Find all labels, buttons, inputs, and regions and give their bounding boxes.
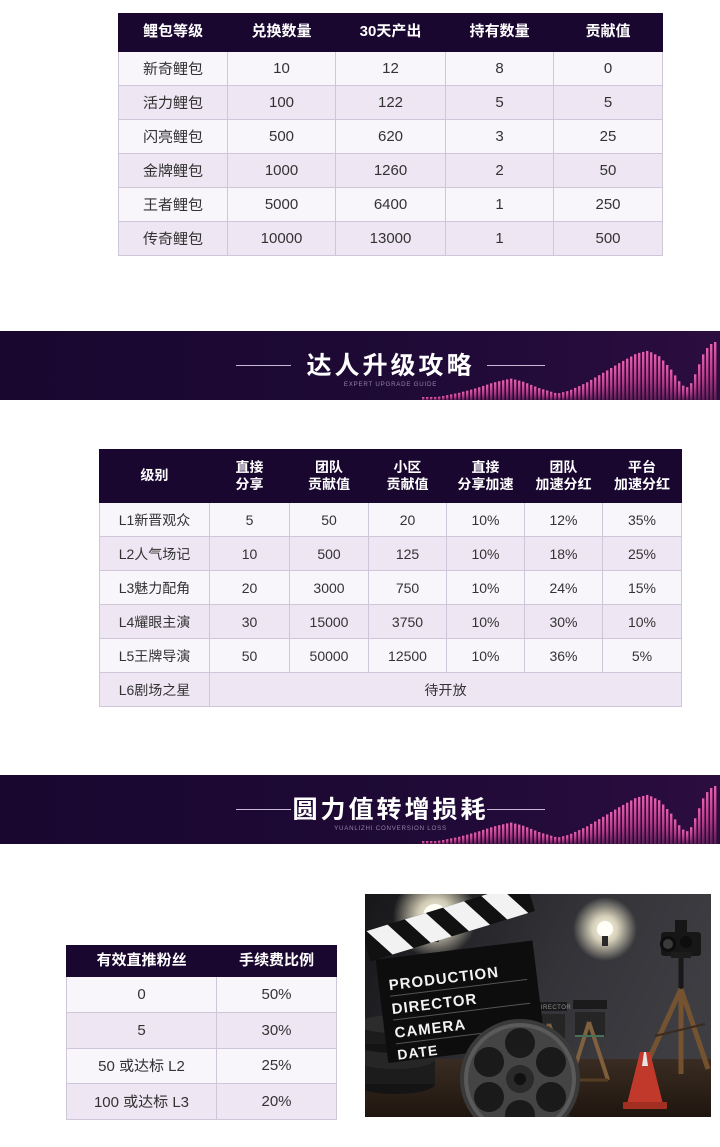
- svg-text:DIRECTOR: DIRECTOR: [536, 1005, 571, 1011]
